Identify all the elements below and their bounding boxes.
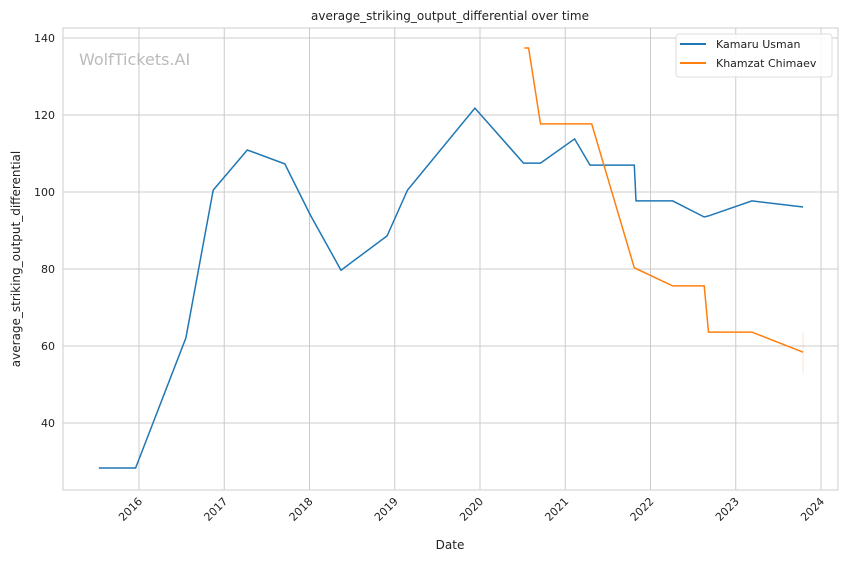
series-line-khamzat-chimaev [524,47,804,353]
x-tick-label: 2020 [457,495,486,524]
y-tick-label: 80 [41,263,55,276]
chart-title: average_striking_output_differential ove… [311,9,589,23]
y-tick-label: 100 [34,186,55,199]
series-layer [98,47,804,469]
x-tick-label: 2017 [201,495,230,524]
legend: Kamaru Usman Khamzat Chimaev [675,33,833,78]
series-line-kamaru-usman [98,106,804,469]
watermark: WolfTickets.AI [79,50,190,69]
x-axis-label: Date [436,538,465,552]
x-tick-label: 2019 [372,495,401,524]
y-tick-label: 60 [41,340,55,353]
grid [63,28,838,490]
x-tick-label: 2022 [628,495,657,524]
y-tick-label: 140 [34,32,55,45]
x-tick-label: 2023 [713,495,742,524]
x-tick-label: 2021 [542,495,571,524]
x-tick-label: 2018 [287,495,316,524]
legend-label-chimaev: Khamzat Chimaev [716,57,817,70]
plot-frame [62,27,839,491]
legend-box [675,33,833,78]
legend-label-usman: Kamaru Usman [716,38,800,51]
y-axis-label: average_striking_output_differential [9,151,23,367]
y-tick-label: 40 [41,417,55,430]
x-tick-label: 2016 [116,495,145,524]
tick-labels: 2016 2017 2018 2019 2020 2021 2022 2023 2024 40 60… [34,32,827,524]
x-tick-label: 2024 [798,495,827,524]
y-tick-label: 120 [34,109,55,122]
